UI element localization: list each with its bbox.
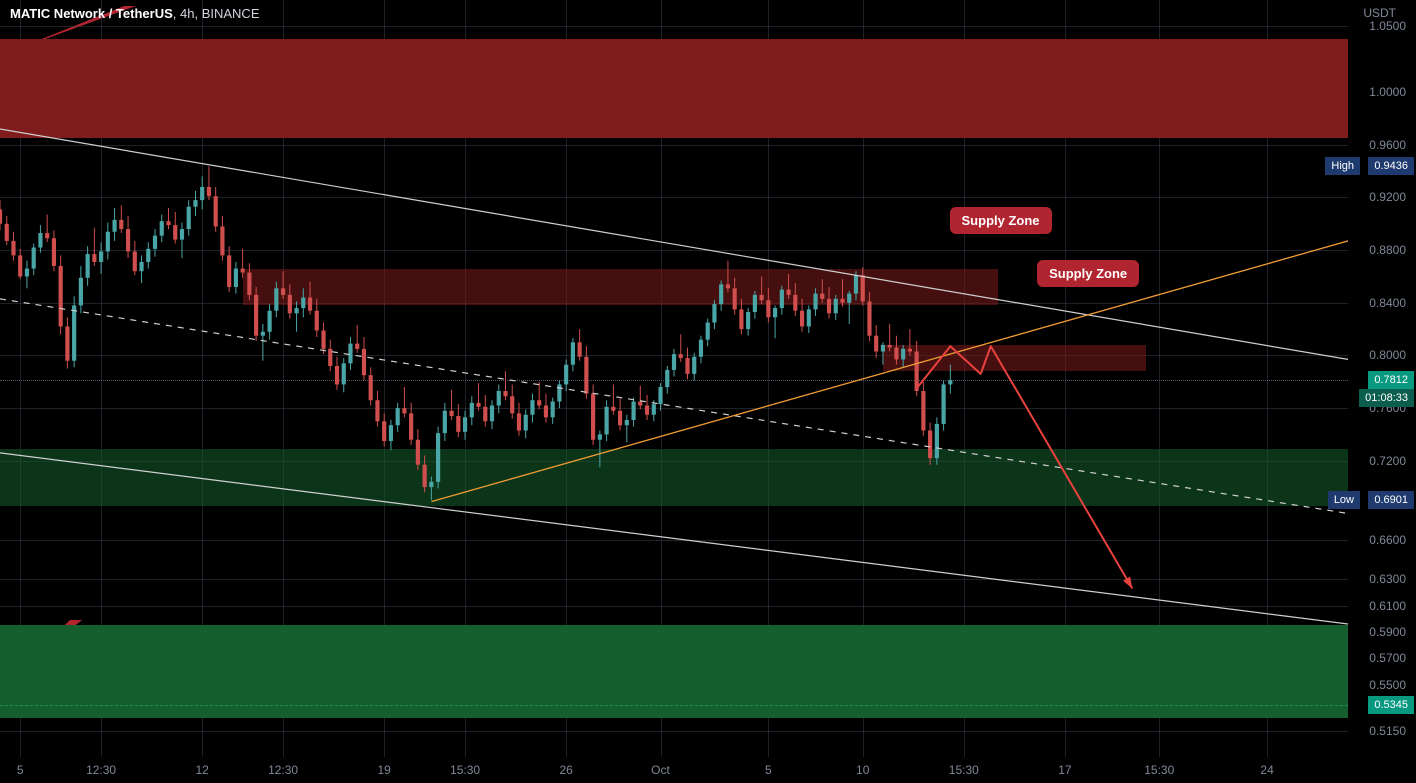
x-tick: 12:30 [268, 763, 298, 777]
y-tick: 0.6600 [1369, 533, 1406, 547]
y-tick: 0.5900 [1369, 625, 1406, 639]
zone-inner_supply [883, 345, 1146, 371]
countdown-tag: 01:08:33 [1359, 389, 1414, 407]
zone-mid_supply [243, 269, 998, 306]
price-tag: 0.9436 [1368, 157, 1414, 175]
x-tick: 12 [196, 763, 209, 777]
y-tick: 0.5700 [1369, 651, 1406, 665]
y-tick: 0.6300 [1369, 572, 1406, 586]
x-tick: 17 [1058, 763, 1071, 777]
y-tick: 0.9200 [1369, 190, 1406, 204]
y-axis: 1.0500 1.0000 0.9600 0.9200 0.8800 0.8400 0.80… [1348, 0, 1416, 757]
x-tick: 15:30 [949, 763, 979, 777]
callout-supply-zone: Supply Zone [1037, 260, 1139, 287]
x-tick: 19 [377, 763, 390, 777]
x-axis: 5 12:30 12 12:30 19 15:30 26 Oct 5 10 15:30 17 15:30… [0, 757, 1348, 783]
x-tick: 24 [1260, 763, 1273, 777]
zone-top_supply [0, 39, 1348, 138]
y-tick: 1.0500 [1369, 19, 1406, 33]
callout-supply-zone: Supply Zone [950, 207, 1052, 234]
x-tick: 5 [17, 763, 24, 777]
zone-mid_demand [0, 449, 1348, 506]
price-tag: 0.5345 [1368, 696, 1414, 714]
demand-dash-line [0, 705, 1348, 706]
y-tick: 0.7200 [1369, 454, 1406, 468]
y-tick: 0.6100 [1369, 599, 1406, 613]
exchange-text: BINANCE [202, 6, 260, 21]
x-tick: 5 [765, 763, 772, 777]
x-tick: 15:30 [450, 763, 480, 777]
y-tick: 1.0000 [1369, 85, 1406, 99]
high-label: High [1325, 157, 1360, 175]
x-tick: 10 [856, 763, 869, 777]
chart-plot[interactable]: Supply Zone Supply Zone [0, 0, 1348, 757]
price-tag: 0.7812 [1368, 371, 1414, 389]
y-tick: 0.8000 [1369, 348, 1406, 362]
symbol-header: MATIC Network / TetherUS, 4h, BINANCE [10, 6, 260, 21]
y-tick: 0.8400 [1369, 296, 1406, 310]
quote-currency: USDT [1363, 6, 1396, 20]
x-tick: 12:30 [86, 763, 116, 777]
price-tag: 0.6901 [1368, 491, 1414, 509]
symbol-title: MATIC Network / TetherUS [10, 6, 173, 21]
y-tick: 0.5150 [1369, 724, 1406, 738]
x-tick: 15:30 [1144, 763, 1174, 777]
x-tick: 26 [559, 763, 572, 777]
x-tick: Oct [651, 763, 670, 777]
low-label: Low [1328, 491, 1360, 509]
interval-text: 4h [180, 6, 194, 21]
current-price-line [0, 380, 1348, 381]
y-tick: 0.5500 [1369, 678, 1406, 692]
zone-bot_demand [0, 625, 1348, 717]
y-tick: 0.9600 [1369, 138, 1406, 152]
y-tick: 0.8800 [1369, 243, 1406, 257]
